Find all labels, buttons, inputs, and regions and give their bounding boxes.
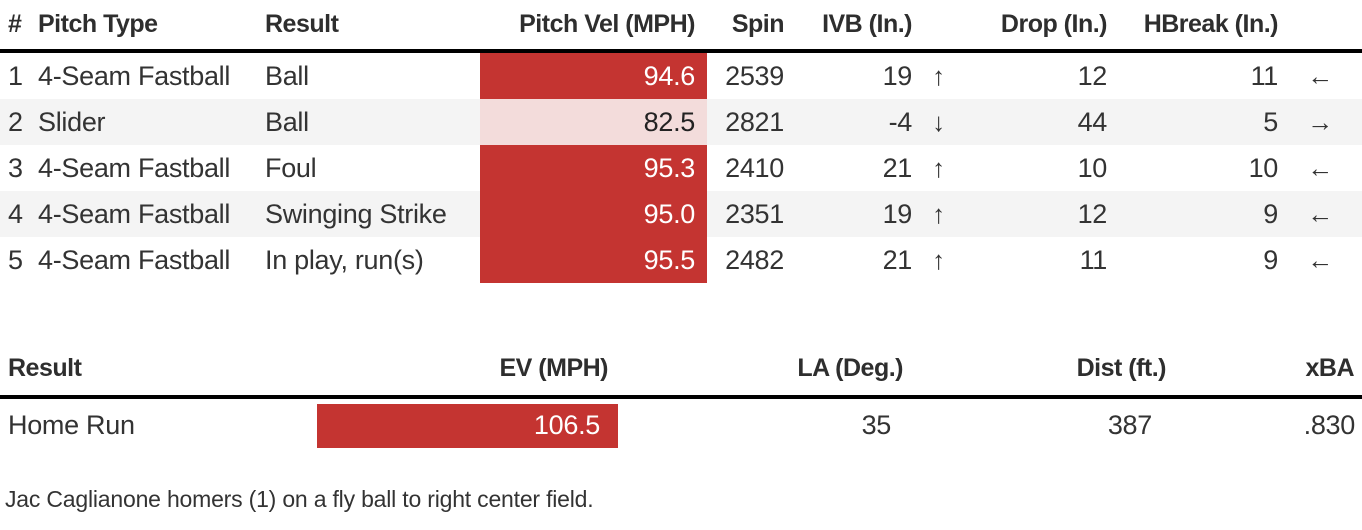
- pitch-type: Slider: [38, 107, 106, 137]
- col-header-hbreak: HBreak (In.): [1143, 10, 1279, 38]
- pitch-row-3: 3 4-Seam Fastball Foul 95.3 2410 21 ↑ 10…: [0, 145, 1362, 191]
- pitch-result: Foul: [265, 153, 317, 183]
- ivb-up-arrow-icon: ↑: [932, 199, 945, 229]
- hbreak-left-arrow-icon: ←: [1307, 199, 1333, 229]
- col-header-pitch-velocity: Pitch Vel (MPH): [519, 10, 695, 38]
- distance-value: 387: [1107, 410, 1152, 440]
- pitch-number: 3: [8, 153, 23, 183]
- exit-velocity-cell: 106.5: [317, 403, 618, 448]
- pitch-velocity-cell: 95.0: [480, 191, 707, 237]
- col-header-exit-velocity: EV (MPH): [499, 354, 609, 382]
- drop-value: 44: [1077, 107, 1108, 137]
- hbreak-value: 11: [1250, 61, 1279, 91]
- hbreak-left-arrow-icon: ←: [1307, 61, 1333, 91]
- spin-rate: 2410: [725, 153, 784, 183]
- col-header-ivb: IVB (In.): [822, 10, 912, 38]
- hbreak-right-arrow-icon: →: [1307, 107, 1333, 137]
- col-header-ivb-arrow-spacer: [912, 0, 965, 49]
- drop-value: 10: [1077, 153, 1108, 183]
- pitch-number: 2: [8, 107, 23, 137]
- pitch-type: 4-Seam Fastball: [38, 61, 231, 91]
- pitch-number: 4: [8, 199, 23, 229]
- ivb-up-arrow-icon: ↑: [932, 61, 945, 91]
- hbreak-left-arrow-icon: ←: [1307, 245, 1333, 275]
- col-header-spin: Spin: [731, 10, 785, 38]
- pitch-velocity-cell: 95.3: [480, 145, 707, 191]
- spin-rate: 2351: [725, 199, 784, 229]
- col-header-pitch-number: #: [8, 10, 22, 38]
- pitch-velocity-cell: 82.5: [480, 99, 707, 145]
- col-header-result: Result: [265, 10, 339, 38]
- hbreak-value: 5: [1263, 107, 1278, 137]
- col-header-xba: xBA: [1305, 354, 1354, 382]
- pitch-data-panel: # Pitch Type Result Pitch Vel (MPH) Spin…: [0, 0, 1362, 512]
- ivb-value: -4: [888, 107, 913, 137]
- col-header-launch-angle: LA (Deg.): [797, 354, 903, 382]
- pitch-row-4: 4 4-Seam Fastball Swinging Strike 95.0 2…: [0, 191, 1362, 237]
- pitch-result: Ball: [265, 107, 309, 137]
- exit-velocity-bar: 106.5: [317, 403, 618, 448]
- batted-ball-row-1: Home Run 106.5 35 387 .830: [0, 399, 1362, 452]
- ivb-up-arrow-icon: ↑: [932, 245, 945, 275]
- pitch-result: In play, run(s): [265, 245, 424, 275]
- ivb-value: 21: [882, 245, 913, 275]
- pitch-number: 1: [8, 61, 23, 91]
- pitch-row-1: 1 4-Seam Fastball Ball 94.6 2539 19 ↑ 12…: [0, 53, 1362, 99]
- pitch-result: Swinging Strike: [265, 199, 447, 229]
- pitch-table-header-row: # Pitch Type Result Pitch Vel (MPH) Spin…: [0, 0, 1362, 53]
- hbreak-value: 9: [1263, 199, 1278, 229]
- pitch-row-2: 2 Slider Ball 82.5 2821 -4 ↓ 44 5 →: [0, 99, 1362, 145]
- ivb-value: 19: [882, 199, 913, 229]
- pitch-number: 5: [8, 245, 23, 275]
- batted-ball-header-row: Result EV (MPH) LA (Deg.) Dist (ft.) xBA: [0, 330, 1362, 399]
- hbreak-left-arrow-icon: ←: [1307, 153, 1333, 183]
- batted-ball-table: Result EV (MPH) LA (Deg.) Dist (ft.) xBA…: [0, 330, 1362, 452]
- drop-value: 11: [1079, 245, 1108, 275]
- col-header-distance: Dist (ft.): [1076, 354, 1167, 382]
- pitch-velocity-cell: 94.6: [480, 53, 707, 99]
- play-description-caption: Jac Caglianone homers (1) on a fly ball …: [5, 486, 594, 512]
- pitch-row-5: 5 4-Seam Fastball In play, run(s) 95.5 2…: [0, 237, 1362, 283]
- drop-value: 12: [1077, 61, 1108, 91]
- spin-rate: 2482: [725, 245, 784, 275]
- pitch-result: Ball: [265, 61, 309, 91]
- col-header-hbreak-arrow-spacer: [1278, 0, 1362, 49]
- ivb-down-arrow-icon: ↓: [932, 107, 945, 137]
- pitch-type: 4-Seam Fastball: [38, 245, 231, 275]
- hbreak-value: 10: [1248, 153, 1279, 183]
- col-header-pitch-type: Pitch Type: [38, 10, 158, 38]
- pitch-type: 4-Seam Fastball: [38, 199, 231, 229]
- spin-rate: 2821: [725, 107, 784, 137]
- pitch-type: 4-Seam Fastball: [38, 153, 231, 183]
- pitch-table: # Pitch Type Result Pitch Vel (MPH) Spin…: [0, 0, 1362, 283]
- ivb-up-arrow-icon: ↑: [932, 153, 945, 183]
- launch-angle-value: 35: [861, 410, 892, 440]
- spin-rate: 2539: [725, 61, 784, 91]
- hbreak-value: 9: [1263, 245, 1278, 275]
- pitch-velocity-cell: 95.5: [480, 237, 707, 283]
- ivb-value: 19: [882, 61, 913, 91]
- batted-ball-result: Home Run: [8, 410, 135, 440]
- ivb-value: 21: [882, 153, 913, 183]
- col-header-bb-result: Result: [8, 354, 82, 382]
- xba-value: .830: [1303, 410, 1356, 440]
- col-header-drop: Drop (In.): [1000, 10, 1108, 38]
- drop-value: 12: [1077, 199, 1108, 229]
